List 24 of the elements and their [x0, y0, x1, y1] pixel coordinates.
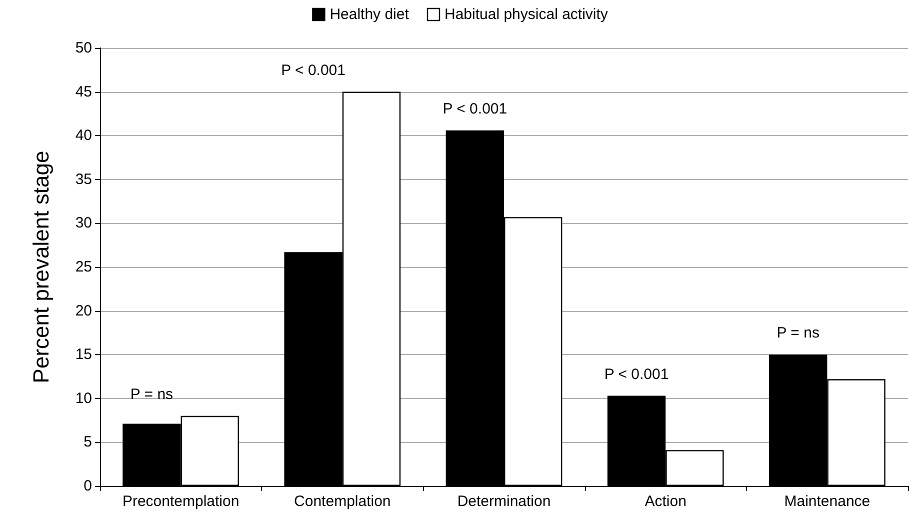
x-tick-label: Maintenance	[784, 493, 870, 510]
annotation: P < 0.001	[442, 100, 508, 118]
y-tick-label: 40	[75, 127, 92, 144]
y-tick-label: 30	[75, 214, 92, 232]
y-axis-title: Percent prevalent stage	[28, 150, 54, 384]
legend-label: Healthy diet	[330, 6, 410, 23]
annotation: P < 0.001	[604, 366, 669, 383]
y-tick-label: 20	[75, 302, 92, 320]
x-tick-label: Determination	[457, 493, 551, 510]
annotation: P = ns	[776, 324, 820, 342]
y-tick-label: 35	[75, 170, 92, 188]
y-tick-label: 50	[75, 40, 92, 56]
y-tick-label: 45	[75, 83, 92, 100]
annotation: P < 0.001	[281, 62, 346, 79]
y-tick-label: 10	[75, 390, 92, 407]
x-tick-label: Action	[644, 493, 686, 510]
y-tick-label: 0	[84, 478, 92, 494]
x-tick-label: Precontemplation	[122, 493, 240, 510]
x-tick-label: Contemplation	[294, 493, 391, 510]
y-tick-label: 5	[84, 434, 92, 451]
annotation: P = ns	[130, 386, 174, 403]
legend-label: Habitual physical activity	[444, 6, 608, 23]
y-tick-label: 25	[75, 258, 92, 276]
y-tick-label: 15	[75, 346, 92, 364]
